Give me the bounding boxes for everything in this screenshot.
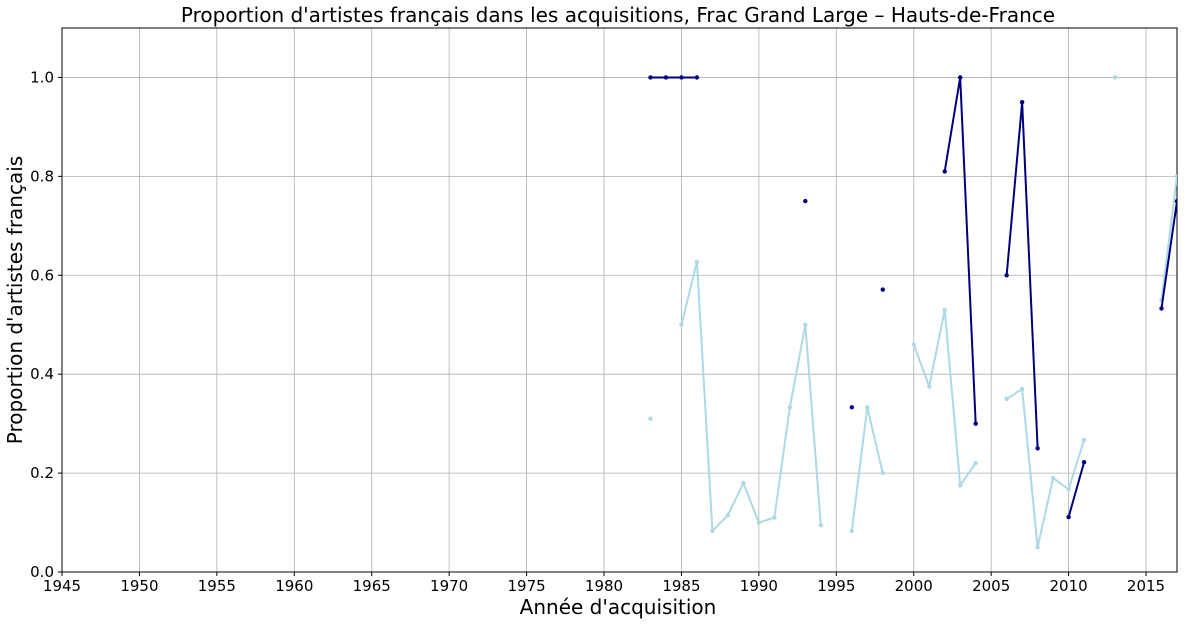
series-0-line (912, 309, 977, 489)
series-1-point (957, 75, 963, 80)
x-tick-label: 1985 (662, 577, 700, 595)
plot-frame (61, 27, 1178, 573)
series-group (648, 75, 1177, 550)
series-0-point (710, 528, 715, 534)
series-0 (648, 75, 1177, 550)
series-0-point (1112, 75, 1118, 80)
series-0-point (694, 259, 700, 265)
series-0-point (1004, 396, 1009, 402)
series-1-point (880, 287, 885, 292)
series-1-point (1174, 198, 1177, 204)
series-0-point (973, 461, 978, 466)
series-0-point (865, 405, 870, 410)
series-0-line (1006, 387, 1086, 548)
series-1-line (1067, 461, 1086, 518)
series-0-point (725, 512, 731, 518)
y-axis-title: Proportion d'artistes français (3, 156, 27, 444)
x-tick-label: 1975 (507, 577, 545, 595)
series-1-point (803, 198, 808, 204)
series-0-point (648, 416, 653, 421)
series-1-point (1019, 99, 1025, 105)
series-1-point (1035, 446, 1040, 451)
series-1-point (663, 75, 669, 80)
y-tick-label: 0.6 (30, 266, 54, 284)
series-0-point (803, 322, 808, 327)
series-0-line (680, 261, 822, 534)
y-tick-label: 0.0 (30, 563, 54, 581)
x-tick-label: 2015 (1127, 577, 1165, 595)
series-1-point (973, 421, 978, 426)
series-0-point (772, 515, 777, 520)
series-0-point (679, 322, 684, 327)
x-tick-label: 1990 (740, 577, 778, 595)
series-0-point (1174, 174, 1177, 179)
y-tick-label: 0.8 (30, 167, 54, 185)
series-0-point (787, 405, 793, 410)
series-1-line (1160, 200, 1177, 309)
x-axis-title: Année d'acquisition (520, 595, 717, 619)
series-0-point (741, 480, 746, 486)
x-tick-label: 2010 (1050, 577, 1088, 595)
x-tick-label: 1955 (198, 577, 236, 595)
series-0-point (1050, 475, 1056, 481)
y-tick-label: 0.4 (30, 365, 54, 383)
series-1-point (1066, 514, 1071, 520)
x-tick-label: 1960 (275, 577, 313, 595)
x-tick-label: 2000 (895, 577, 933, 595)
x-tick-label: 1950 (120, 577, 158, 595)
x-tick-label: 2005 (972, 577, 1010, 595)
ticks: 1945 1950 1955 1960 1965 1970 1975 1980 1985 1990… (30, 68, 1165, 595)
series-0-point (880, 470, 885, 476)
x-tick-label: 1965 (353, 577, 391, 595)
y-tick-label: 1.0 (30, 68, 54, 86)
series-0-point (911, 342, 916, 347)
x-tick-label: 1995 (817, 577, 855, 595)
series-1-point (942, 169, 947, 174)
series-0-point (756, 520, 762, 525)
series-0-point (957, 483, 963, 488)
series-1-point (648, 75, 653, 80)
series-1-point (1159, 306, 1164, 311)
series-0-point (849, 528, 854, 534)
series-1-point (1004, 273, 1009, 278)
series-0-point (1066, 487, 1071, 492)
series-0-point (927, 384, 932, 389)
series-0-point (1035, 545, 1040, 550)
series-1-point (694, 75, 700, 80)
series-1 (648, 75, 1177, 520)
series-0-line (850, 407, 884, 532)
series-1-point (679, 75, 684, 80)
series-1-point (849, 405, 854, 410)
x-tick-label: 1970 (430, 577, 468, 595)
y-tick-label: 0.2 (30, 464, 54, 482)
x-tick-label: 1945 (43, 577, 81, 595)
series-0-point (942, 307, 947, 313)
series-1-point (1081, 460, 1087, 465)
x-tick-label: 1980 (585, 577, 623, 595)
chart-title: Proportion d'artistes français dans les … (181, 3, 1055, 27)
series-0-point (1081, 437, 1087, 443)
series-0-point (1019, 386, 1025, 392)
grid (61, 28, 1177, 573)
series-0-line (1160, 176, 1177, 301)
series-0-point (818, 522, 824, 528)
